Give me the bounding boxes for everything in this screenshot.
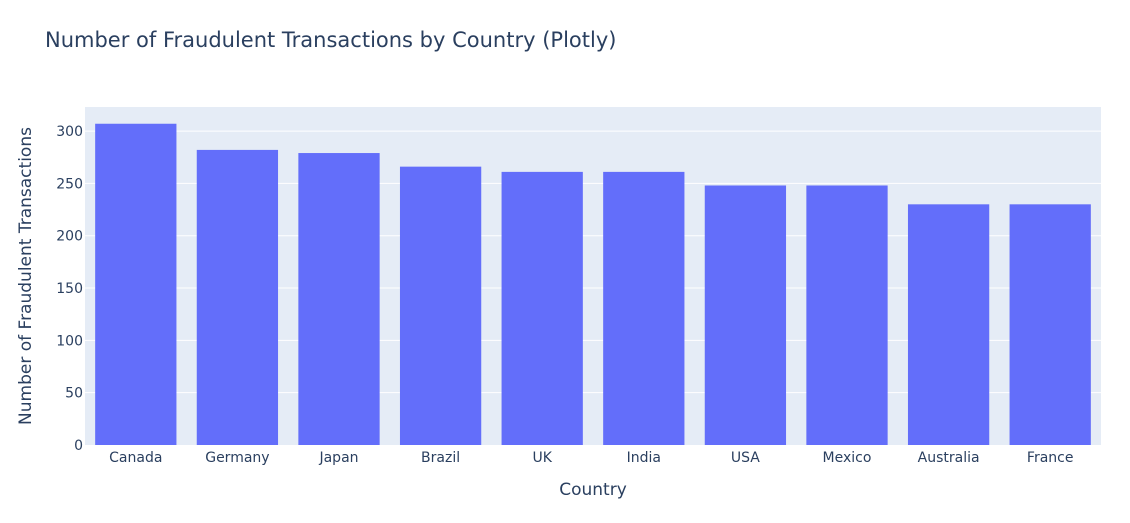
x-tick-label: Canada — [109, 450, 162, 466]
bar-japan[interactable] — [298, 153, 380, 446]
x-tick-label: France — [1027, 450, 1074, 466]
bar-germany[interactable] — [196, 149, 279, 445]
x-tick-label: Germany — [205, 450, 269, 466]
x-axis-ticks: Canada Germany Japan Brazil UK India USA Mexico… — [109, 450, 1073, 466]
x-tick-label: UK — [532, 450, 552, 466]
y-tick-label: 300 — [56, 124, 83, 140]
bar-brazil[interactable] — [399, 166, 482, 445]
y-axis-ticks: 0 50 100 150 200 250 300 — [56, 124, 83, 454]
bar-india[interactable] — [603, 171, 685, 445]
y-tick-label: 50 — [65, 386, 83, 402]
y-tick-label: 150 — [56, 281, 83, 297]
bar-canada[interactable] — [95, 123, 177, 445]
x-tick-label: Brazil — [421, 450, 460, 466]
bar-mexico[interactable] — [806, 185, 888, 445]
y-tick-label: 200 — [56, 229, 83, 245]
x-tick-label: India — [627, 450, 661, 466]
y-axis-title: Number of Fraudulent Transactions — [16, 127, 36, 425]
y-tick-label: 0 — [74, 438, 83, 454]
bar-uk[interactable] — [501, 171, 583, 445]
bar-australia[interactable] — [907, 204, 990, 445]
chart-title: Number of Fraudulent Transactions by Cou… — [45, 28, 616, 52]
bar-usa[interactable] — [704, 185, 787, 445]
x-tick-label: Australia — [918, 450, 980, 466]
x-tick-label: Japan — [318, 450, 358, 466]
x-axis-title: Country — [559, 480, 627, 500]
bar-france[interactable] — [1009, 204, 1091, 445]
x-tick-label: USA — [731, 450, 760, 466]
x-tick-label: Mexico — [823, 450, 872, 466]
y-tick-label: 250 — [56, 176, 83, 192]
y-tick-label: 100 — [56, 333, 83, 349]
bar-series — [95, 123, 1091, 446]
